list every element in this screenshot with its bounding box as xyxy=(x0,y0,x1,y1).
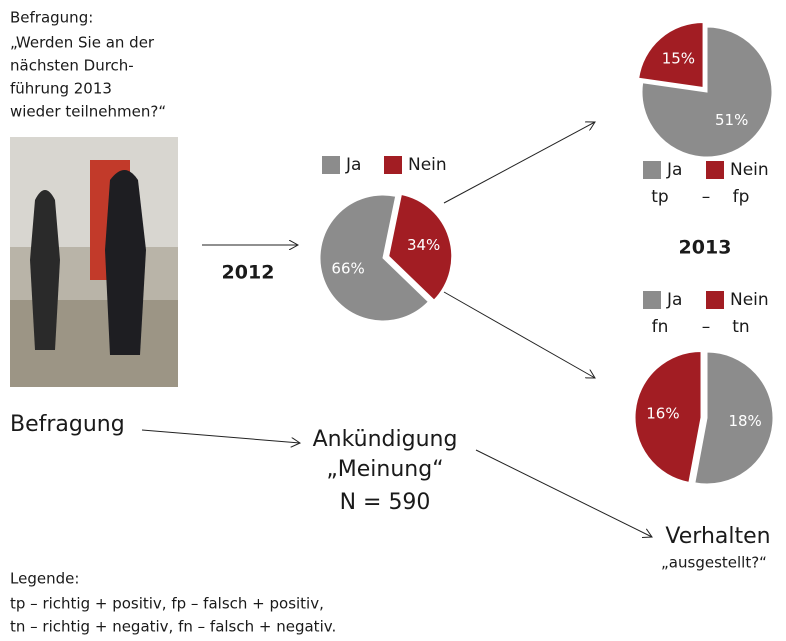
code-label: – xyxy=(702,187,711,207)
legend-swatch xyxy=(643,161,661,179)
year-label: 2012 xyxy=(222,262,275,284)
pie-slice xyxy=(641,26,773,158)
pie-slice xyxy=(319,194,430,322)
slice-label: 66% xyxy=(331,259,364,277)
year-label: 2013 xyxy=(679,237,732,259)
legend-label: Nein xyxy=(730,160,769,180)
legend-line: tp – richtig + positiv, fp – falsch + po… xyxy=(10,595,324,613)
legend-label: Ja xyxy=(345,155,361,175)
question-line: wieder teilnehmen?“ xyxy=(10,103,166,121)
code-label: tp xyxy=(651,187,668,207)
flow-end: Verhalten xyxy=(665,524,770,549)
question-label: Befragung: xyxy=(10,9,93,27)
legend-title: Legende: xyxy=(10,570,79,588)
legend-label: Ja xyxy=(666,160,682,180)
legend-swatch xyxy=(384,156,402,174)
question-line: „Werden Sie an der xyxy=(10,34,155,52)
question-line: führung 2013 xyxy=(10,80,112,98)
legend-label: Ja xyxy=(666,290,682,310)
legend-swatch xyxy=(322,156,340,174)
question-line: nächsten Durch- xyxy=(10,57,134,75)
slice-label: 34% xyxy=(407,236,440,254)
arrow xyxy=(443,122,595,204)
legend-label: Nein xyxy=(408,155,447,175)
legend-line: tn – richtig + negativ, fn – falsch + ne… xyxy=(10,618,336,636)
slice-label: 18% xyxy=(728,412,761,430)
code-label: fn xyxy=(652,317,669,337)
legend-swatch xyxy=(643,291,661,309)
flow-end-sub: „ausgestellt?“ xyxy=(661,554,767,572)
pie-slice xyxy=(634,350,702,483)
slice-label: 15% xyxy=(662,49,695,67)
slice-label: 16% xyxy=(646,404,679,422)
code-label: – xyxy=(702,317,711,337)
flow-start: Befragung xyxy=(10,412,125,437)
photo xyxy=(10,137,178,387)
slice-label: 51% xyxy=(715,111,748,129)
flow-middle: „Meinung“ xyxy=(326,457,443,482)
pie-slice xyxy=(638,21,704,89)
pie-slice xyxy=(694,351,774,485)
legend-swatch xyxy=(706,161,724,179)
pie-slice xyxy=(388,193,453,301)
flow-middle: N = 590 xyxy=(340,490,431,515)
arrow xyxy=(443,291,595,378)
code-label: fp xyxy=(733,187,750,207)
legend-label: Nein xyxy=(730,290,769,310)
flow-middle: Ankündigung xyxy=(313,427,458,452)
legend-swatch xyxy=(706,291,724,309)
arrow xyxy=(141,429,300,443)
code-label: tn xyxy=(732,317,749,337)
arrow xyxy=(475,449,652,537)
